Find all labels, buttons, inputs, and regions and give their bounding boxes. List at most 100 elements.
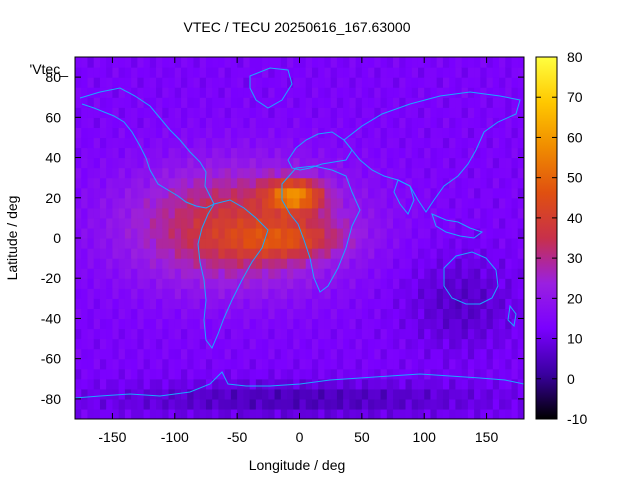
heatmap-cell xyxy=(268,157,276,169)
heatmap-cell xyxy=(399,388,407,400)
heatmap-cell xyxy=(287,197,294,209)
heatmap-cell xyxy=(324,288,332,299)
heatmap-cell xyxy=(442,388,450,400)
heatmap-cell xyxy=(399,398,407,410)
heatmap-cell xyxy=(486,77,494,88)
heatmap-cell xyxy=(118,77,126,88)
heatmap-cell xyxy=(361,107,369,118)
heatmap-cell xyxy=(149,258,157,269)
heatmap-cell xyxy=(268,137,276,149)
heatmap-cell xyxy=(368,318,375,330)
heatmap-cell xyxy=(181,288,188,299)
heatmap-cell xyxy=(380,77,388,88)
heatmap-cell xyxy=(162,197,170,209)
heatmap-cell xyxy=(156,87,163,98)
heatmap-cell xyxy=(75,308,82,320)
heatmap-cell xyxy=(274,157,282,169)
heatmap-cell xyxy=(305,358,313,370)
heatmap-cell xyxy=(324,107,332,118)
heatmap-cell xyxy=(255,238,263,249)
heatmap-cell xyxy=(205,137,213,149)
heatmap-cell xyxy=(374,378,382,390)
heatmap-cell xyxy=(324,338,332,350)
heatmap-cell xyxy=(455,97,463,108)
heatmap-cell xyxy=(393,137,400,149)
heatmap-cell xyxy=(287,77,294,88)
heatmap-cell xyxy=(131,187,138,199)
heatmap-cell xyxy=(81,87,89,98)
heatmap-cell xyxy=(368,147,375,159)
heatmap-cell xyxy=(505,378,513,390)
heatmap-cell xyxy=(305,298,313,309)
heatmap-cell xyxy=(99,207,107,219)
coastline-north-america xyxy=(79,87,215,209)
heatmap-cell xyxy=(449,348,457,360)
heatmap-cell xyxy=(424,278,432,289)
heatmap-cell xyxy=(287,348,294,360)
heatmap-cell xyxy=(436,238,444,249)
heatmap-cell xyxy=(430,177,438,189)
heatmap-cell xyxy=(106,177,114,189)
heatmap-cell xyxy=(467,147,475,159)
heatmap-cell xyxy=(131,318,138,330)
heatmap-cell xyxy=(181,67,188,78)
heatmap-cell xyxy=(224,398,232,410)
heatmap-cell xyxy=(424,57,432,68)
heatmap-cell xyxy=(212,378,220,390)
y-tick-label: -80 xyxy=(41,391,61,407)
heatmap-cell xyxy=(193,278,201,289)
heatmap-cell xyxy=(455,67,463,78)
heatmap-cell xyxy=(262,57,269,68)
heatmap-cell xyxy=(436,127,444,139)
heatmap-cell xyxy=(305,177,313,189)
heatmap-cell xyxy=(380,227,388,239)
heatmap-cell xyxy=(324,177,332,189)
heatmap-cell xyxy=(143,298,151,309)
heatmap-cell xyxy=(499,147,506,159)
heatmap-cell xyxy=(181,268,188,279)
heatmap-cell xyxy=(137,408,145,419)
heatmap-cell xyxy=(336,127,344,139)
heatmap-cell xyxy=(187,248,195,259)
heatmap-cell xyxy=(143,227,151,239)
heatmap-cell xyxy=(374,358,382,370)
heatmap-cell xyxy=(424,147,432,159)
heatmap-cell xyxy=(461,107,469,118)
heatmap-cell xyxy=(106,278,114,289)
heatmap-cell xyxy=(305,167,313,179)
heatmap-cell xyxy=(330,248,338,259)
heatmap-cell xyxy=(243,338,251,350)
heatmap-cell xyxy=(436,87,444,98)
heatmap-cell xyxy=(474,147,481,159)
heatmap-cell xyxy=(118,288,126,299)
heatmap-cell xyxy=(280,348,288,360)
heatmap-cell xyxy=(280,87,288,98)
heatmap-cell xyxy=(280,258,288,269)
heatmap-cell xyxy=(399,278,407,289)
heatmap-cell xyxy=(517,378,524,390)
heatmap-cell xyxy=(430,358,438,370)
heatmap-cell xyxy=(268,318,276,330)
heatmap-cell xyxy=(137,117,145,128)
heatmap-cell xyxy=(262,157,269,169)
heatmap-cell xyxy=(230,187,238,199)
heatmap-cell xyxy=(187,97,195,108)
heatmap-cell xyxy=(399,348,407,360)
heatmap-cell xyxy=(368,338,375,350)
heatmap-cell xyxy=(193,97,201,108)
heatmap-cell xyxy=(205,217,213,229)
heatmap-cell xyxy=(162,408,170,419)
heatmap-cell xyxy=(143,318,151,330)
heatmap-cell xyxy=(87,77,95,88)
heatmap-cell xyxy=(318,388,326,400)
heatmap-cell xyxy=(368,117,375,128)
heatmap-cell xyxy=(205,408,213,419)
heatmap-cell xyxy=(187,358,195,370)
heatmap-cell xyxy=(162,97,170,108)
heatmap-cell xyxy=(399,268,407,279)
heatmap-cell xyxy=(87,388,95,400)
heatmap-cell xyxy=(243,238,251,249)
heatmap-cell xyxy=(99,298,107,309)
heatmap-cell xyxy=(137,167,145,179)
heatmap-cell xyxy=(268,298,276,309)
